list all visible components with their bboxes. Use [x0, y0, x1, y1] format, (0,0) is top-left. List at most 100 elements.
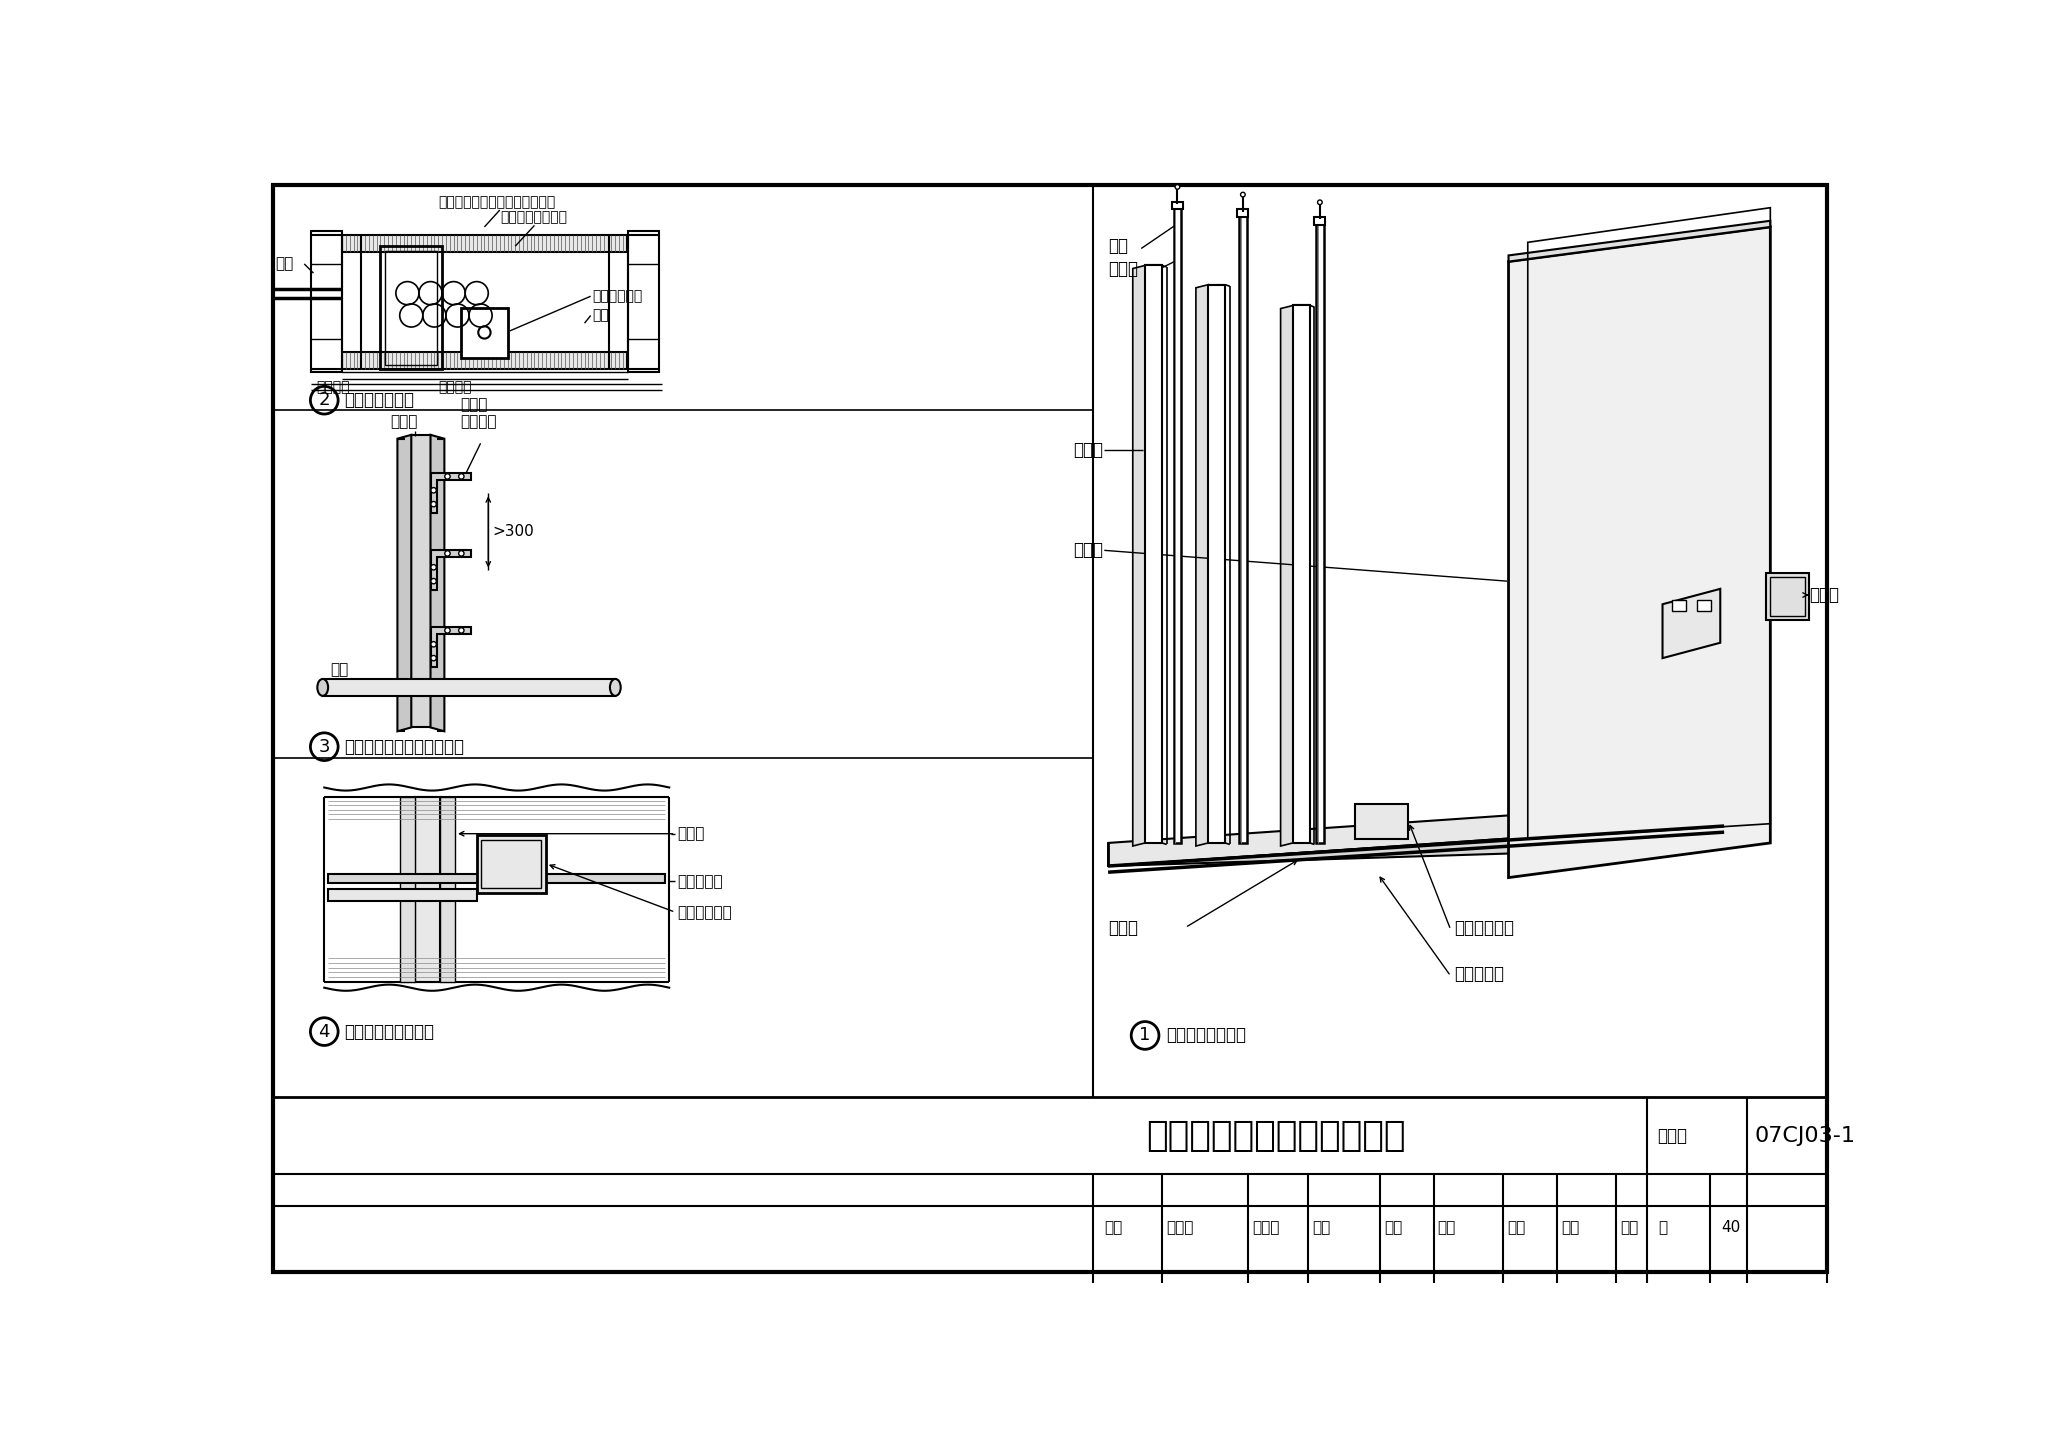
Text: 阻燃型接线盒: 阻燃型接线盒: [592, 290, 643, 303]
Text: 隔离框周围用粘接剂与板面粘买: 隔离框周围用粘接剂与板面粘买: [438, 195, 555, 209]
Bar: [1354, 805, 1409, 839]
Text: 电源插孔线盒: 电源插孔线盒: [678, 904, 731, 920]
Bar: [416, 797, 440, 982]
Circle shape: [430, 642, 436, 647]
Text: 李菲: 李菲: [1384, 1220, 1403, 1236]
Text: 线管: 线管: [274, 257, 293, 271]
Bar: [1145, 265, 1161, 844]
Circle shape: [430, 578, 436, 584]
Text: 固定用钐条: 固定用钐条: [1454, 965, 1505, 983]
Bar: [311, 231, 342, 372]
Text: >300: >300: [492, 525, 535, 539]
Polygon shape: [1663, 588, 1720, 658]
Text: 图集号: 图集号: [1657, 1126, 1688, 1145]
Text: 接线盒: 接线盒: [1808, 585, 1839, 604]
Bar: [385, 251, 438, 365]
Text: 4: 4: [319, 1022, 330, 1041]
Text: 石膏板: 石膏板: [1073, 541, 1102, 559]
Circle shape: [1317, 200, 1323, 205]
Bar: [381, 247, 442, 369]
Bar: [1208, 284, 1225, 844]
Polygon shape: [430, 435, 444, 731]
Bar: [1174, 208, 1182, 844]
Polygon shape: [1509, 226, 1769, 878]
Text: 按设计定: 按设计定: [317, 381, 350, 394]
Polygon shape: [1196, 284, 1208, 846]
Bar: [629, 231, 659, 372]
Circle shape: [444, 474, 451, 479]
Bar: [1769, 577, 1804, 616]
Polygon shape: [1509, 221, 1769, 261]
Text: 电线管: 电线管: [1108, 261, 1139, 278]
Text: 普通隔墙接线盒: 普通隔墙接线盒: [344, 391, 414, 410]
Text: 页: 页: [1659, 1220, 1667, 1236]
Text: 接线盒安装横向穿管: 接线盒安装横向穿管: [344, 1022, 434, 1041]
Text: 竖龙骨: 竖龙骨: [1073, 441, 1102, 459]
Circle shape: [430, 487, 436, 493]
Polygon shape: [430, 473, 471, 513]
Text: 岩棉: 岩棉: [592, 309, 608, 323]
Circle shape: [444, 551, 451, 557]
Bar: [342, 235, 627, 251]
Bar: [1292, 306, 1311, 844]
Circle shape: [430, 656, 436, 660]
Text: 电线管暗装示意图: 电线管暗装示意图: [1165, 1027, 1245, 1044]
Circle shape: [430, 565, 436, 570]
Circle shape: [459, 474, 465, 479]
Bar: [1698, 600, 1710, 611]
Text: 竖龙骨: 竖龙骨: [391, 414, 418, 430]
Text: 竖龙骨横向穿管处加强做法: 竖龙骨横向穿管处加强做法: [344, 738, 465, 756]
Bar: [477, 835, 547, 893]
Text: 横龙骨: 横龙骨: [1108, 919, 1139, 937]
Text: 竖龙骨: 竖龙骨: [678, 826, 705, 841]
Bar: [1671, 600, 1686, 611]
Polygon shape: [430, 627, 471, 668]
Bar: [1317, 224, 1323, 844]
Text: 题庆辉: 题庆辉: [1251, 1220, 1280, 1236]
Text: 审核: 审核: [1104, 1220, 1122, 1236]
Bar: [461, 307, 508, 358]
Polygon shape: [1133, 265, 1145, 846]
Bar: [481, 839, 541, 888]
Bar: [324, 679, 614, 696]
Text: 2: 2: [319, 391, 330, 410]
Text: 横龙骨
加工而成: 横龙骨 加工而成: [461, 397, 496, 430]
Text: 校对: 校对: [1313, 1220, 1331, 1236]
Bar: [399, 797, 416, 982]
Bar: [1239, 215, 1247, 844]
Text: 电线: 电线: [1108, 236, 1128, 255]
Circle shape: [1176, 185, 1180, 189]
Polygon shape: [1108, 800, 1724, 867]
Text: 07CJ03-1: 07CJ03-1: [1755, 1126, 1855, 1145]
Ellipse shape: [317, 679, 328, 696]
Polygon shape: [1280, 306, 1292, 846]
Bar: [342, 352, 627, 369]
Text: 赵庆辉: 赵庆辉: [1165, 1220, 1194, 1236]
Bar: [1315, 216, 1325, 225]
Text: 40: 40: [1720, 1220, 1741, 1236]
Circle shape: [430, 502, 436, 506]
Bar: [328, 890, 477, 901]
Text: 容金: 容金: [1620, 1220, 1638, 1236]
Bar: [1237, 209, 1249, 216]
Text: 暗管: 暗管: [330, 662, 348, 678]
Text: 3: 3: [319, 738, 330, 756]
Bar: [1767, 574, 1808, 620]
Circle shape: [444, 627, 451, 633]
Text: 1: 1: [1139, 1027, 1151, 1044]
Text: 设计: 设计: [1507, 1220, 1526, 1236]
Polygon shape: [397, 435, 412, 731]
Polygon shape: [430, 551, 471, 590]
Ellipse shape: [610, 679, 621, 696]
Circle shape: [459, 551, 465, 557]
Text: 固定用钐条: 固定用钐条: [678, 874, 723, 888]
Circle shape: [459, 627, 465, 633]
Text: 耔火石膏板隔离框: 耔火石膏板隔离框: [500, 211, 567, 225]
Text: 电源插孔线盒: 电源插孔线盒: [1454, 919, 1516, 937]
Text: 李彬: 李彬: [1438, 1220, 1456, 1236]
Circle shape: [1241, 192, 1245, 198]
Text: 按设计定: 按设计定: [438, 381, 471, 394]
Text: 薛金: 薛金: [1561, 1220, 1579, 1236]
Polygon shape: [1108, 823, 1724, 867]
Bar: [328, 874, 666, 883]
